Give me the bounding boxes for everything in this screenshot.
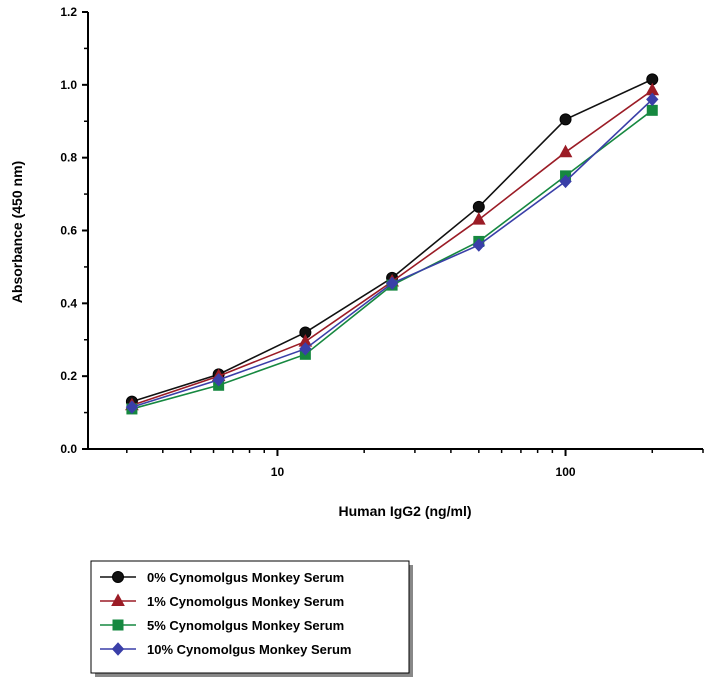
legend-box (90, 560, 410, 674)
y-tick-label: 0.0 (60, 442, 77, 456)
legend-marker (111, 642, 125, 656)
y-tick-label: 0.4 (60, 296, 77, 310)
series-3 (125, 92, 659, 414)
series-1 (125, 82, 660, 411)
legend-label: 0% Cynomolgus Monkey Serum (147, 570, 344, 585)
x-tick-label: 100 (556, 465, 576, 479)
legend-marker (111, 593, 125, 606)
series-line (131, 89, 653, 407)
data-point (125, 400, 139, 414)
series-line (131, 109, 653, 410)
y-tick-label: 0.2 (60, 369, 77, 383)
legend-marker (112, 619, 124, 631)
legend: 0% Cynomolgus Monkey Serum 1% Cynomolgus … (90, 560, 413, 677)
x-axis: 10 100 (87, 448, 704, 479)
data-point (559, 113, 572, 126)
series-line (131, 78, 653, 403)
legend-label: 5% Cynomolgus Monkey Serum (147, 618, 344, 633)
series-2 (126, 104, 658, 415)
data-point (472, 200, 485, 213)
y-axis: 0.0 0.2 0.4 0.6 0.8 1.0 1.2 (60, 5, 89, 456)
data-point (558, 144, 573, 158)
data-point (559, 174, 572, 189)
data-point (472, 238, 485, 252)
y-tick-label: 1.2 (60, 5, 77, 19)
data-point (212, 373, 225, 387)
y-tick-label: 1.0 (60, 78, 77, 92)
legend-label: 1% Cynomolgus Monkey Serum (147, 594, 344, 609)
data-point (646, 92, 659, 107)
plot-area (125, 73, 660, 415)
data-point (646, 104, 658, 116)
x-axis-title: Human IgG2 (ng/ml) (339, 503, 472, 519)
y-axis-title: Absorbance (450 nm) (9, 161, 25, 303)
data-point (299, 342, 312, 356)
data-point (471, 212, 486, 225)
data-point (385, 276, 399, 291)
y-tick-label: 0.8 (60, 151, 77, 165)
legend-label: 10% Cynomolgus Monkey Serum (147, 642, 351, 657)
series-0 (125, 73, 659, 408)
x-tick-label: 10 (271, 465, 285, 479)
legend-marker (112, 571, 124, 583)
y-tick-label: 0.6 (60, 224, 77, 238)
